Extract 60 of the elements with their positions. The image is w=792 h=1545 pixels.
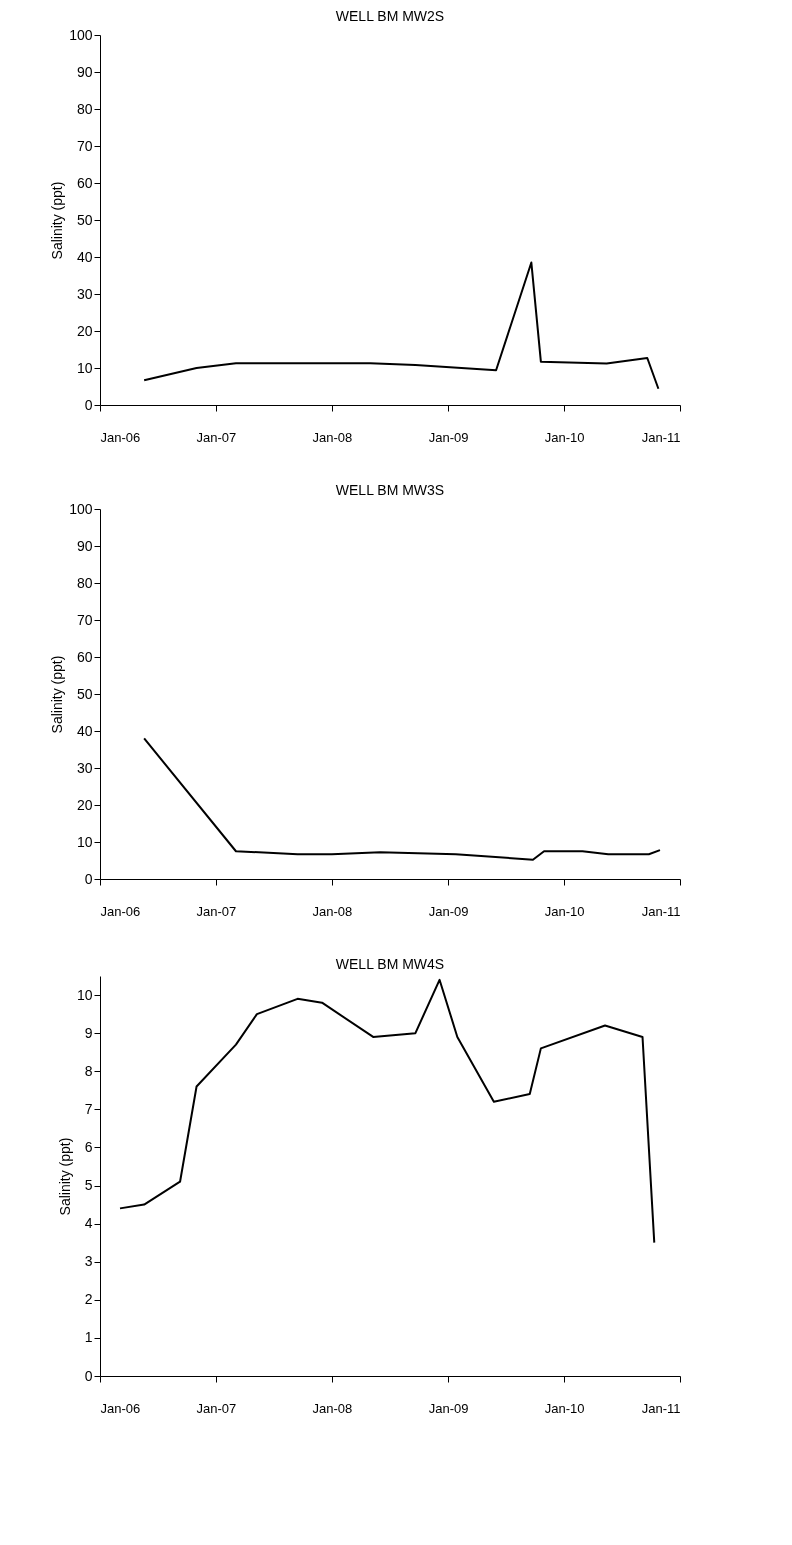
y-tick-label: 60 xyxy=(76,174,93,191)
y-tick-label: 0 xyxy=(84,396,93,413)
y-axis-title: Salinity (ppt) xyxy=(56,1137,73,1216)
y-tick-label: 10 xyxy=(76,359,93,376)
y-tick-label: 7 xyxy=(84,1100,93,1117)
x-tick-label: Jan-07 xyxy=(196,1400,237,1416)
x-tick-label: Jan-06 xyxy=(100,1400,141,1416)
line-series xyxy=(143,261,660,390)
y-tick-label: 60 xyxy=(76,648,93,665)
x-tick-label: Jan-08 xyxy=(312,1400,353,1416)
chart-title: WELL BM MW3S xyxy=(335,482,445,498)
x-tick-label: Jan-09 xyxy=(428,429,469,445)
y-tick-label: 90 xyxy=(76,537,93,554)
y-axis-title: Salinity (ppt) xyxy=(49,655,66,734)
x-tick-label: Jan-06 xyxy=(100,429,141,445)
x-tick-label: Jan-11 xyxy=(641,903,681,919)
y-tick-label: 3 xyxy=(84,1253,93,1270)
y-tick-label: 80 xyxy=(76,574,93,591)
chart-title: WELL BM MW4S xyxy=(335,956,445,972)
y-tick-label: 40 xyxy=(76,248,93,265)
y-tick-label: 10 xyxy=(76,986,93,1003)
x-tick-label: Jan-09 xyxy=(428,903,469,919)
y-tick-label: 1 xyxy=(84,1329,93,1346)
y-tick-label: 30 xyxy=(76,759,93,776)
x-tick-label: Jan-11 xyxy=(641,429,681,445)
line-series xyxy=(143,737,661,861)
y-tick-label: 0 xyxy=(84,870,93,887)
x-tick-label: Jan-07 xyxy=(196,903,237,919)
y-tick-label: 80 xyxy=(76,100,93,117)
y-tick-label: 100 xyxy=(69,26,93,43)
x-tick-label: Jan-10 xyxy=(544,1400,585,1416)
y-tick-label: 50 xyxy=(76,685,93,702)
x-tick-label: Jan-08 xyxy=(312,903,353,919)
y-tick-label: 50 xyxy=(76,211,93,228)
y-tick-label: 70 xyxy=(76,611,93,628)
y-tick-label: 40 xyxy=(76,722,93,739)
x-tick-label: Jan-07 xyxy=(196,429,237,445)
y-tick-label: 30 xyxy=(76,285,93,302)
x-tick-label: Jan-10 xyxy=(544,429,585,445)
y-tick-label: 2 xyxy=(84,1291,93,1308)
y-tick-label: 6 xyxy=(84,1138,93,1155)
x-tick-label: Jan-06 xyxy=(100,903,141,919)
x-tick-label: Jan-10 xyxy=(544,903,585,919)
x-tick-label: Jan-11 xyxy=(641,1400,681,1416)
x-tick-label: Jan-09 xyxy=(428,1400,469,1416)
y-axis-title: Salinity (ppt) xyxy=(49,181,66,260)
y-tick-label: 90 xyxy=(76,63,93,80)
y-tick-label: 20 xyxy=(76,796,93,813)
y-tick-label: 10 xyxy=(76,833,93,850)
y-tick-label: 5 xyxy=(84,1177,93,1194)
y-tick-label: 70 xyxy=(76,137,93,154)
y-tick-label: 100 xyxy=(69,500,93,517)
x-tick-label: Jan-08 xyxy=(312,429,353,445)
line-series xyxy=(119,978,656,1244)
y-tick-label: 4 xyxy=(84,1215,93,1232)
y-tick-label: 8 xyxy=(84,1062,93,1079)
y-tick-label: 0 xyxy=(84,1367,93,1384)
y-tick-label: 20 xyxy=(76,322,93,339)
y-tick-label: 9 xyxy=(84,1024,93,1041)
chart-title: WELL BM MW2S xyxy=(335,8,445,24)
